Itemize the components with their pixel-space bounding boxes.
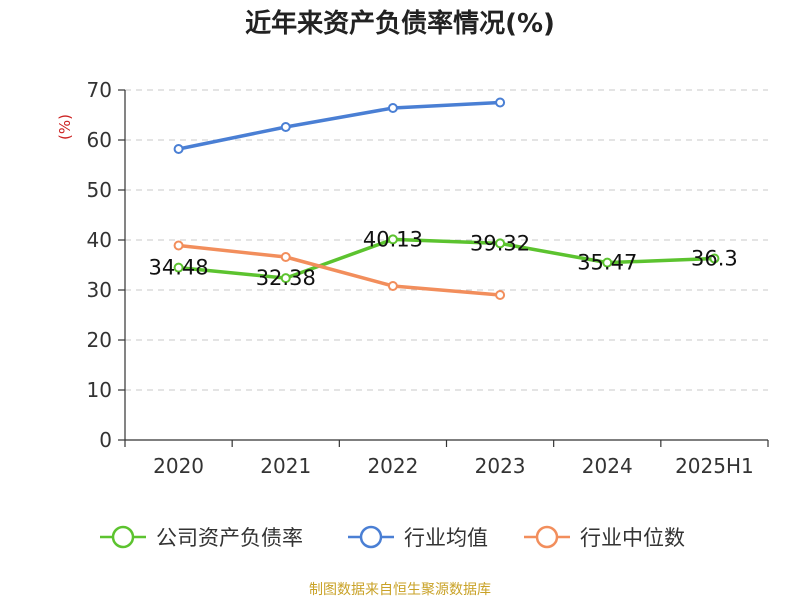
data-point <box>495 290 506 300</box>
data-label: 34.48 <box>149 256 209 280</box>
data-label: 40.13 <box>363 227 423 251</box>
x-tick-label: 2024 <box>582 454 633 478</box>
y-tick-label: 40 <box>87 228 112 252</box>
x-tick-label: 2022 <box>367 454 418 478</box>
data-label: 32.38 <box>256 266 316 290</box>
data-point <box>387 103 398 113</box>
source-note: 制图数据来自恒生聚源数据库 <box>309 582 491 598</box>
legend-label-1: 行业均值 <box>404 526 488 550</box>
data-label: 36.3 <box>691 247 738 271</box>
data-label: 39.32 <box>470 231 530 255</box>
x-tick-label: 2021 <box>260 454 311 478</box>
data-point <box>280 273 291 284</box>
chart-title: 近年来资产负债率情况(%) <box>245 8 555 39</box>
y-tick-label: 60 <box>87 128 112 152</box>
data-point <box>173 144 184 154</box>
data-point <box>495 97 506 108</box>
data-label: 35.47 <box>577 251 637 275</box>
x-tick-label: 2023 <box>475 454 526 478</box>
series-line-1 <box>176 100 502 151</box>
axes: 0 10 20 30 40 50 60 70 2020 2021 2022 2023 2024 2025H… <box>87 78 769 478</box>
series-line-2 <box>176 243 502 297</box>
y-tick-label: 30 <box>87 278 112 302</box>
y-tick-label: 70 <box>87 78 112 102</box>
data-point <box>173 240 184 251</box>
legend-marker-2 <box>535 525 559 549</box>
legend: 公司资产负债率 行业均值 行业中位数 <box>100 525 685 550</box>
data-point <box>280 122 291 132</box>
data-point <box>280 252 291 262</box>
legend-marker-0 <box>111 525 135 549</box>
data-point <box>173 262 184 273</box>
legend-label-0: 公司资产负债率 <box>156 526 303 550</box>
data-point <box>602 257 613 268</box>
y-tick-label: 10 <box>87 378 112 402</box>
series-lines <box>173 97 720 300</box>
y-tick-label: 50 <box>87 178 112 202</box>
legend-label-2: 行业中位数 <box>580 526 685 550</box>
series-line-0 <box>176 237 717 280</box>
x-tick-label: 2025H1 <box>675 454 754 478</box>
y-axis-unit-label: (%) <box>56 114 74 140</box>
data-point <box>387 281 398 291</box>
x-tick-label: 2020 <box>153 454 204 478</box>
y-tick-label: 0 <box>99 428 112 452</box>
data-point <box>709 253 720 264</box>
y-tick-label: 20 <box>87 328 112 352</box>
data-labels: 34.48 32.38 40.13 39.32 35.47 36.3 <box>149 227 738 290</box>
data-point <box>495 238 506 249</box>
legend-marker-1 <box>359 525 383 549</box>
data-point <box>387 234 398 245</box>
